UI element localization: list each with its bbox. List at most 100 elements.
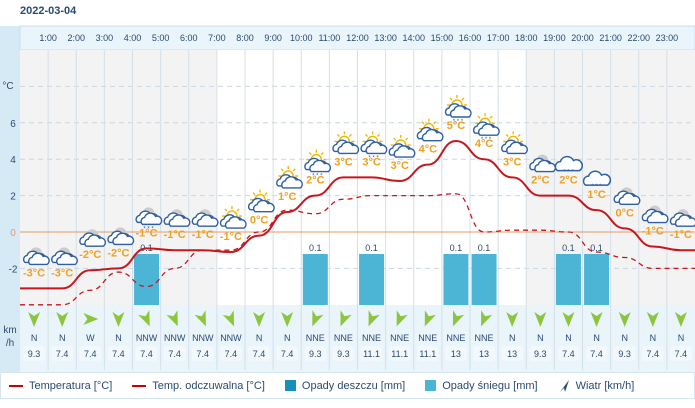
night-shade: [610, 50, 640, 305]
snowflake: *: [312, 174, 315, 180]
arrow-shape: [281, 312, 294, 327]
hour-label: 17:00: [487, 33, 510, 43]
snowflake: *: [316, 174, 319, 180]
legend-feels[interactable]: Temp. odczuwalna [°C]: [132, 380, 265, 392]
sun-cloud-icon: [416, 118, 444, 142]
wind-arrow-icon: [646, 312, 659, 327]
legend-snow[interactable]: Opady śniegu [mm]: [425, 379, 538, 392]
wind-speed: 7.4: [675, 349, 688, 359]
temp-label: 2°C: [531, 175, 550, 187]
wind-arrow-icon: [138, 310, 150, 327]
temp-label: -1°C: [136, 227, 158, 239]
wind-speed-box: [332, 346, 355, 361]
night-shade: [413, 50, 443, 305]
moon-cloud-icon: [107, 227, 135, 246]
wind-arrow-icon: [281, 312, 294, 327]
temp-label: -1°C: [670, 229, 692, 241]
legend-wind-label: Wiatr [km/h]: [575, 379, 635, 392]
wind-direction: N: [31, 333, 38, 343]
snowflake: *: [489, 137, 492, 143]
wind-arrow-icon: [424, 310, 436, 327]
sun-cloud-icon: [501, 131, 528, 155]
arrow-shape: [396, 310, 408, 327]
temp-label: 3°C: [334, 156, 353, 168]
arrow-shape: [138, 310, 150, 327]
wind-unit-h: /h: [6, 338, 14, 349]
wind-speed: 7.4: [168, 349, 181, 359]
hour-label: 6:00: [180, 33, 198, 43]
wind-speed: 7.4: [112, 349, 125, 359]
temp-label: -1°C: [164, 229, 186, 241]
hour-label: 3:00: [96, 33, 114, 43]
moon-cloud-icon: [163, 209, 191, 227]
legend-temp[interactable]: Temperatura [°C]: [9, 380, 112, 392]
wind-direction: NNE: [446, 333, 465, 343]
arrow-shape: [506, 312, 519, 327]
wind-direction: W: [86, 333, 95, 343]
sun-ray: [505, 133, 509, 137]
night-shade: [638, 50, 668, 305]
hour-label: 1:00: [39, 33, 57, 43]
snow-bar: [555, 254, 581, 305]
wind-arrow-icon: [368, 310, 380, 327]
cloud-shape: [309, 159, 332, 173]
hour-label: 9:00: [264, 33, 282, 43]
cloud-shape: [27, 252, 50, 266]
temp-label: -3°C: [23, 267, 45, 279]
wind-speed: 7.4: [253, 349, 266, 359]
wind-direction: N: [621, 333, 628, 343]
wind-speed: 13: [451, 349, 461, 359]
temp-label: -2°C: [107, 247, 129, 259]
sun-ray: [393, 137, 397, 141]
cloud-shape: [224, 216, 247, 229]
night-shade: [160, 50, 190, 305]
wind-speed: 9.3: [28, 349, 41, 359]
temp-label: -2°C: [79, 249, 101, 261]
moon-cloud-icon: [529, 154, 557, 173]
wind-speed-box: [23, 346, 46, 361]
snowflake: *: [457, 119, 460, 125]
wind-arrow-icon: [481, 310, 493, 327]
hour-label: 20:00: [571, 33, 594, 43]
sun-ray: [449, 97, 453, 101]
legend-temp-swatch: [9, 384, 23, 387]
sun-ray: [433, 121, 437, 125]
hour-label: 15:00: [431, 33, 454, 43]
wind-speed: 7.4: [590, 349, 603, 359]
legend-wind[interactable]: Wiatr [km/h]: [558, 379, 635, 393]
wind-direction: NNE: [475, 333, 494, 343]
wind-arrow-icon: [312, 310, 324, 327]
wind-speed: 13: [479, 349, 489, 359]
wind-arrow-icon: [534, 312, 547, 327]
legend-rain[interactable]: Opady deszczu [mm]: [284, 380, 405, 392]
arrow-shape: [534, 312, 547, 327]
night-shade: [245, 50, 274, 305]
wind-speed: 9.3: [618, 349, 631, 359]
legend-snow-label: Opady śniegu [mm]: [442, 379, 538, 392]
hour-label: 16:00: [459, 33, 482, 43]
wind-arrow-icon: [674, 312, 687, 327]
snowflake: *: [368, 155, 371, 161]
hour-label: 13:00: [374, 33, 397, 43]
cloud-shape: [252, 199, 275, 213]
arrow-shape: [56, 312, 69, 327]
hour-label: 12:00: [346, 33, 369, 43]
temp-label: 0°C: [615, 207, 634, 219]
feels-like-line: [20, 193, 695, 306]
wind-speed-box: [360, 346, 383, 361]
y-tick-label: 4: [10, 155, 16, 166]
wind-speed-box: [473, 346, 496, 361]
sun-ray: [224, 208, 228, 212]
snowflake: *: [376, 155, 379, 161]
y-tick-label: 2: [10, 192, 16, 203]
arrow-shape: [562, 312, 575, 327]
hour-label: 7:00: [208, 33, 226, 43]
sun-cloud-icon: [388, 135, 416, 158]
hour-label: 18:00: [515, 33, 538, 43]
temp-label: 4°C: [475, 138, 494, 150]
snow-bar: [443, 254, 469, 305]
wind-speed: 7.4: [225, 349, 238, 359]
cloud-shape: [112, 232, 135, 246]
hour-label: 8:00: [236, 33, 254, 43]
cloud-shape: [56, 252, 78, 266]
